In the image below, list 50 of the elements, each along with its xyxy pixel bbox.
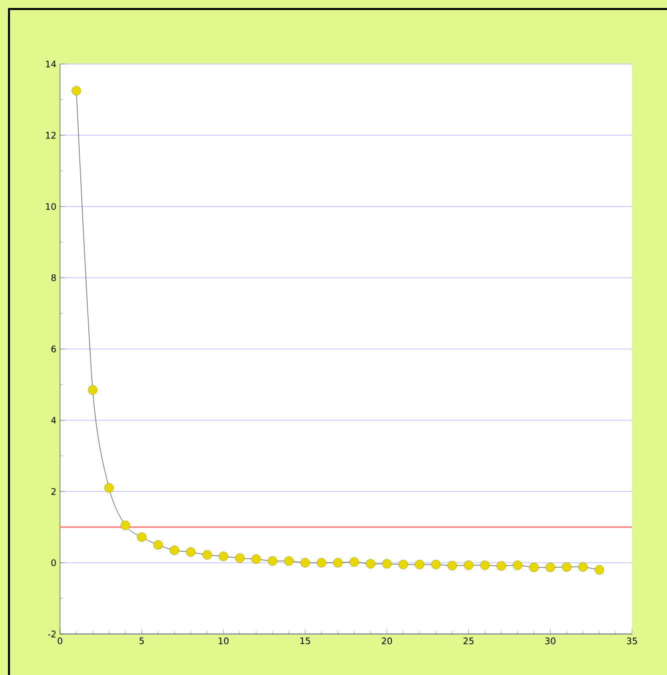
point — [562, 562, 572, 572]
point — [512, 560, 522, 570]
point — [268, 556, 278, 566]
point — [72, 86, 82, 96]
y-tick-label: -2 — [48, 630, 56, 638]
point — [480, 560, 490, 570]
point — [316, 558, 326, 568]
point — [529, 562, 539, 572]
point — [300, 558, 310, 568]
point — [88, 385, 98, 395]
y-tick-label: 0 — [51, 559, 56, 566]
point — [104, 483, 114, 493]
point — [202, 550, 212, 560]
point — [333, 558, 343, 568]
point — [366, 559, 376, 569]
x-tick-label: 20 — [382, 638, 392, 644]
x-tick-label: 25 — [464, 638, 474, 644]
point — [251, 554, 261, 564]
x-tick-label: 0 — [58, 638, 62, 644]
y-tick-label: 4 — [51, 416, 56, 424]
point — [349, 557, 359, 567]
point — [137, 532, 146, 542]
y-tick-label: 2 — [51, 488, 56, 495]
point — [382, 559, 392, 569]
point — [153, 540, 163, 550]
point — [448, 560, 457, 570]
point — [464, 560, 474, 570]
x-tick-label: 5 — [140, 638, 144, 644]
point — [398, 560, 408, 570]
point — [284, 556, 294, 566]
x-tick-label: 35 — [626, 638, 637, 644]
x-tick-label: 10 — [218, 638, 229, 644]
point — [218, 552, 228, 562]
point — [578, 562, 588, 572]
point — [594, 565, 604, 575]
y-tick-label: 10 — [46, 203, 56, 210]
point — [414, 560, 424, 570]
point — [235, 553, 244, 563]
point — [186, 547, 196, 557]
x-tick-label: 15 — [300, 638, 310, 644]
y-tick-label: 8 — [51, 274, 56, 282]
y-tick-label: 6 — [51, 346, 56, 352]
point — [546, 562, 555, 572]
point — [170, 546, 180, 555]
y-tick-label: 14 — [46, 60, 56, 68]
x-tick-label: 30 — [545, 638, 556, 644]
point — [120, 520, 130, 530]
point — [496, 561, 506, 571]
y-tick-label: 12 — [46, 132, 56, 139]
point — [431, 560, 441, 570]
